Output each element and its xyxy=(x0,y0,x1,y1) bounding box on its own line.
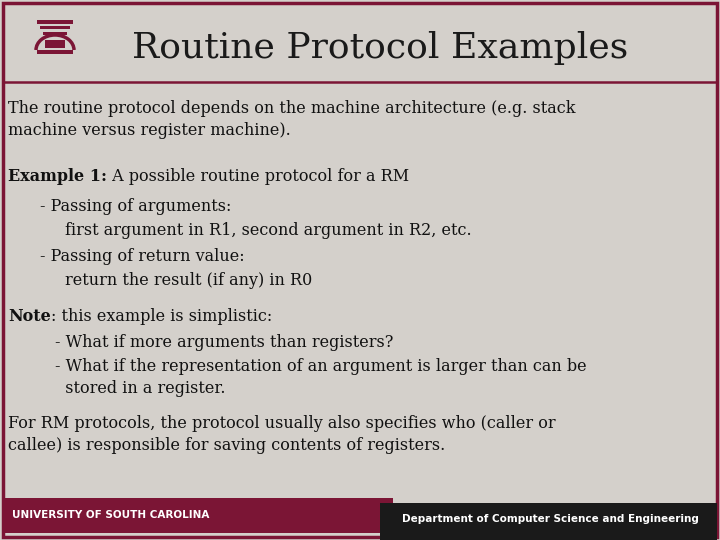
Text: For RM protocols, the protocol usually also specifies who (caller or
callee) is : For RM protocols, the protocol usually a… xyxy=(8,415,556,454)
Text: The routine protocol depends on the machine architecture (e.g. stack
machine ver: The routine protocol depends on the mach… xyxy=(8,100,575,139)
Text: Example 1:: Example 1: xyxy=(8,168,107,185)
Text: A possible routine protocol for a RM: A possible routine protocol for a RM xyxy=(107,168,409,185)
Text: - What if the representation of an argument is larger than can be
  stored in a : - What if the representation of an argum… xyxy=(55,358,587,396)
Text: : this example is simplistic:: : this example is simplistic: xyxy=(50,308,272,325)
Text: - Passing of arguments:: - Passing of arguments: xyxy=(40,198,231,215)
Text: UNIVERSITY OF SOUTH CAROLINA: UNIVERSITY OF SOUTH CAROLINA xyxy=(12,510,210,521)
Bar xyxy=(37,20,73,24)
Bar xyxy=(380,503,717,540)
Bar xyxy=(3,498,393,533)
Text: Routine Protocol Examples: Routine Protocol Examples xyxy=(132,31,628,65)
Bar xyxy=(37,50,73,54)
Bar xyxy=(43,32,67,35)
Bar xyxy=(45,40,65,48)
Bar xyxy=(40,26,70,29)
Text: Note: Note xyxy=(8,308,50,325)
Text: Department of Computer Science and Engineering: Department of Computer Science and Engin… xyxy=(402,514,698,523)
Text: return the result (if any) in R0: return the result (if any) in R0 xyxy=(65,272,312,289)
Text: first argument in R1, second argument in R2, etc.: first argument in R1, second argument in… xyxy=(65,222,472,239)
Text: - Passing of return value:: - Passing of return value: xyxy=(40,248,245,265)
Text: - What if more arguments than registers?: - What if more arguments than registers? xyxy=(55,334,393,351)
